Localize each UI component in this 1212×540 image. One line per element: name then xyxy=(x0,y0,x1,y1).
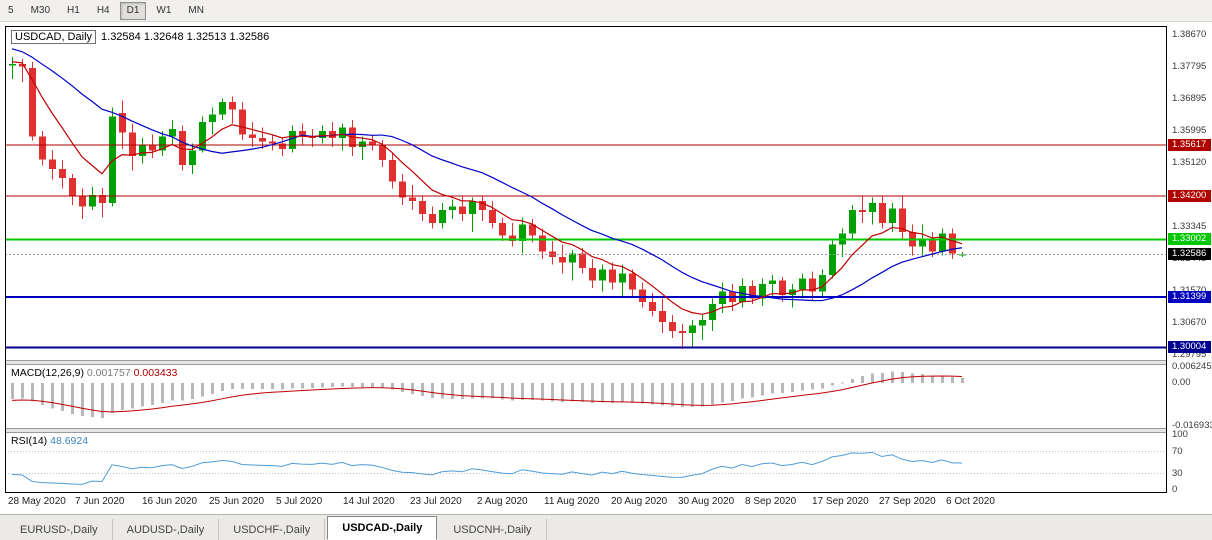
time-axis-label: 8 Sep 2020 xyxy=(745,496,797,507)
timeframe-toolbar: 5 M30 H1 H4 D1 W1 MN xyxy=(0,0,1212,22)
macd-value-signal: 0.003433 xyxy=(133,367,178,379)
rsi-axis-label: 70 xyxy=(1172,445,1183,457)
time-axis-label: 14 Jul 2020 xyxy=(343,496,395,507)
time-axis-label: 11 Aug 2020 xyxy=(544,496,600,507)
chart-tab-USDCHF-,Daily[interactable]: USDCHF-,Daily xyxy=(219,519,326,540)
rsi-axis-label: 100 xyxy=(1172,429,1188,440)
macd-label: MACD(12,26,9) 0.001757 0.003433 xyxy=(11,367,177,379)
rsi-value: 48.6924 xyxy=(50,435,89,447)
time-axis-label: 20 Aug 2020 xyxy=(611,496,668,507)
price-level-badge-1.33002: 1.33002 xyxy=(1168,233,1211,246)
pane-separator[interactable] xyxy=(5,360,1167,365)
time-axis-label: 28 May 2020 xyxy=(8,496,66,507)
macd-histogram xyxy=(11,371,964,418)
rsi-axis-label: 0 xyxy=(1172,484,1178,495)
macd-signal-line xyxy=(11,375,963,413)
price-axis-label: 1.38670 xyxy=(1172,29,1207,40)
rsi-name: RSI(14) xyxy=(11,435,48,447)
chart-frame xyxy=(5,26,1167,493)
timeframe-button-W1[interactable]: W1 xyxy=(156,4,172,16)
rsi-axis-label: 30 xyxy=(1172,467,1183,479)
time-axis: 28 May 2020 7 Jun 2020 16 Jun 2020 25 Jun 2… xyxy=(5,494,1167,512)
rsi-line xyxy=(11,451,963,485)
price-axis-label: 1.30670 xyxy=(1172,317,1207,329)
time-axis-label: 7 Jun 2020 xyxy=(75,496,125,507)
macd-axis-label: -0.016933 xyxy=(1172,420,1212,431)
time-axis-label: 23 Jul 2020 xyxy=(410,496,462,507)
macd-axis-label: 0.006245 xyxy=(1172,361,1212,372)
chart-tabs-bar: EURUSD-,Daily AUDUSD-,Daily USDCHF-,Daily U… xyxy=(0,514,1212,540)
ma-slow-line xyxy=(11,48,963,302)
chart-title-symbol: USDCAD, Daily xyxy=(11,30,97,44)
time-axis-label: 27 Sep 2020 xyxy=(879,496,936,507)
price-axis-label: 1.37795 xyxy=(1172,60,1207,72)
pane-separator[interactable] xyxy=(5,428,1167,433)
price-axis-label: 1.35995 xyxy=(1172,125,1207,137)
price-axis-label: 1.29795 xyxy=(1172,349,1207,360)
chart-tab-USDCAD-,Daily[interactable]: USDCAD-,Daily xyxy=(327,516,438,540)
time-axis-label: 17 Sep 2020 xyxy=(812,496,869,507)
time-axis-label: 30 Aug 2020 xyxy=(678,496,735,507)
timeframe-button-D1[interactable]: D1 xyxy=(119,1,147,20)
price-level-badge-1.30004: 1.30004 xyxy=(1168,341,1211,354)
chart-plot-area[interactable] xyxy=(5,26,1167,493)
time-axis-label: 16 Jun 2020 xyxy=(142,496,198,507)
price-chart-svg[interactable] xyxy=(5,26,1167,493)
ma-fast-line xyxy=(11,61,963,315)
price-axis-label: 1.33345 xyxy=(1172,221,1207,232)
rsi-label: RSI(14) 48.6924 xyxy=(11,435,88,447)
price-level-badge-1.35617: 1.35617 xyxy=(1168,139,1211,152)
timeframe-button-MN[interactable]: MN xyxy=(188,4,204,16)
time-axis-label: 2 Aug 2020 xyxy=(477,496,528,507)
price-axis-label: 1.31570 xyxy=(1172,285,1206,297)
current-price-badge: 1.32586 xyxy=(1168,248,1211,261)
price-level-badge-1.31399: 1.31399 xyxy=(1168,291,1211,304)
time-axis-label: 5 Jul 2020 xyxy=(276,496,323,507)
chart-title-ohlc: 1.32584 1.32648 1.32513 1.32586 xyxy=(101,31,270,43)
macd-value-main: 0.001757 xyxy=(86,367,131,379)
timeframe-button-5[interactable]: 5 xyxy=(8,4,14,16)
timeframe-button-H4[interactable]: H4 xyxy=(96,4,110,16)
timeframe-button-H1[interactable]: H1 xyxy=(67,4,80,16)
chart-tab-USDCNH-,Daily[interactable]: USDCNH-,Daily xyxy=(439,519,547,540)
chart-tab-EURUSD-,Daily[interactable]: EURUSD-,Daily xyxy=(6,519,113,540)
chart-tab-AUDUSD-,Daily[interactable]: AUDUSD-,Daily xyxy=(113,519,220,540)
price-axis-label: 1.36895 xyxy=(1172,93,1207,104)
macd-axis-label: 0.00 xyxy=(1172,376,1191,388)
chart-title: USDCAD, Daily 1.32584 1.32648 1.32513 1.3… xyxy=(11,30,270,44)
time-axis-label: 25 Jun 2020 xyxy=(209,496,265,507)
timeframe-button-M30[interactable]: M30 xyxy=(30,4,51,16)
price-axis: 1.38670 1.37795 1.36895 1.35995 1.35120 1.333… xyxy=(1167,26,1212,496)
price-level-badge-1.34200: 1.34200 xyxy=(1168,190,1211,203)
price-axis-label: 1.35120 xyxy=(1172,157,1207,168)
macd-name: MACD(12,26,9) xyxy=(11,367,84,379)
time-axis-label: 6 Oct 2020 xyxy=(946,496,995,507)
